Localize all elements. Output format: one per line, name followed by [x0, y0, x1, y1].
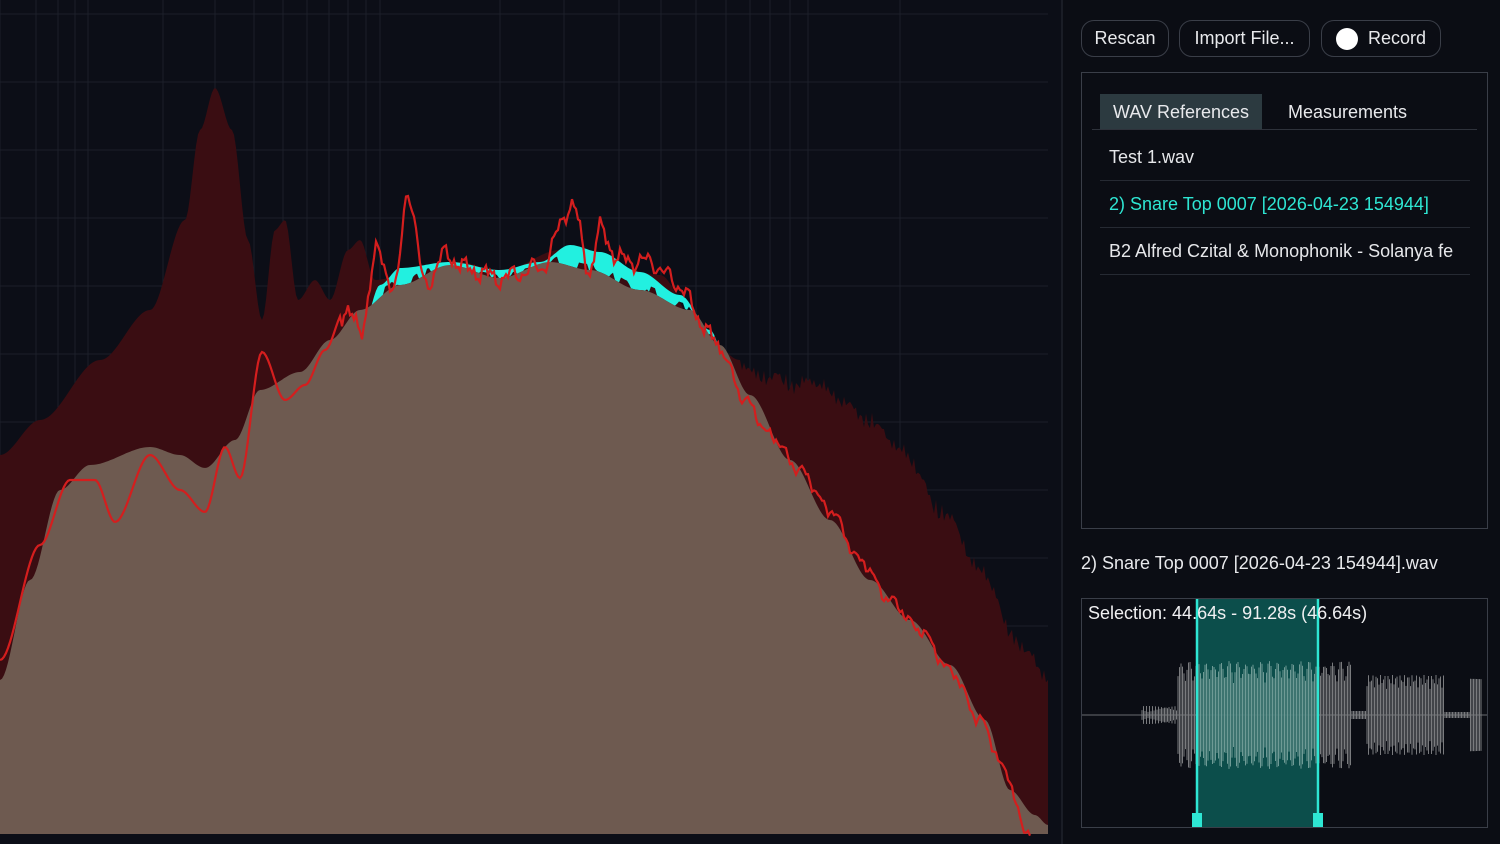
tab-wav-references-label: WAV References: [1113, 101, 1250, 122]
waveform-plot[interactable]: [1082, 599, 1488, 828]
record-button[interactable]: Record: [1321, 20, 1441, 57]
tab-underline: [1092, 129, 1477, 130]
record-label: Record: [1368, 28, 1427, 48]
reference-item[interactable]: Test 1.wav: [1100, 135, 1470, 181]
waveform-samples: [1141, 661, 1482, 769]
import-file-label: Import File...: [1194, 28, 1295, 48]
import-file-button[interactable]: Import File...: [1179, 20, 1310, 57]
live-spectrum-line: [0, 194, 1032, 837]
selection-start-grip[interactable]: [1192, 813, 1202, 827]
reference-item-selected[interactable]: 2) Snare Top 0007 [2026-04-23 154944]: [1100, 182, 1470, 228]
selection-end-grip[interactable]: [1313, 813, 1323, 827]
tab-measurements-label: Measurements: [1288, 101, 1408, 122]
references-panel: WAV References Measurements Test 1.wav 2…: [1081, 72, 1488, 529]
rescan-button[interactable]: Rescan: [1081, 20, 1169, 57]
tab-wav-references[interactable]: WAV References: [1100, 94, 1263, 130]
waveform-file-title: 2) Snare Top 0007 [2026-04-23 154944].wa…: [1081, 553, 1438, 573]
tab-measurements[interactable]: Measurements: [1275, 94, 1420, 130]
panel-divider: [1061, 0, 1063, 844]
reference-item-label: Test 1.wav: [1109, 147, 1195, 167]
rescan-label: Rescan: [1094, 28, 1156, 48]
difference-highlight-area: [362, 245, 735, 399]
reference-item[interactable]: B2 Alfred Czital & Monophonik - Solanya …: [1100, 229, 1470, 275]
measurement-spectrum-area: [0, 262, 1048, 834]
record-dot-icon: [1336, 27, 1358, 50]
waveform-samples-selected: [1197, 661, 1318, 769]
waveform-view[interactable]: Selection: 44.64s - 91.28s (46.64s): [1081, 598, 1488, 828]
spectrum-analyzer[interactable]: [0, 0, 1062, 844]
selection-readout: Selection: 44.64s - 91.28s (46.64s): [1088, 603, 1368, 623]
reference-item-label: 2) Snare Top 0007 [2026-04-23 154944]: [1109, 194, 1429, 214]
reference-item-label: B2 Alfred Czital & Monophonik - Solanya …: [1109, 241, 1454, 261]
